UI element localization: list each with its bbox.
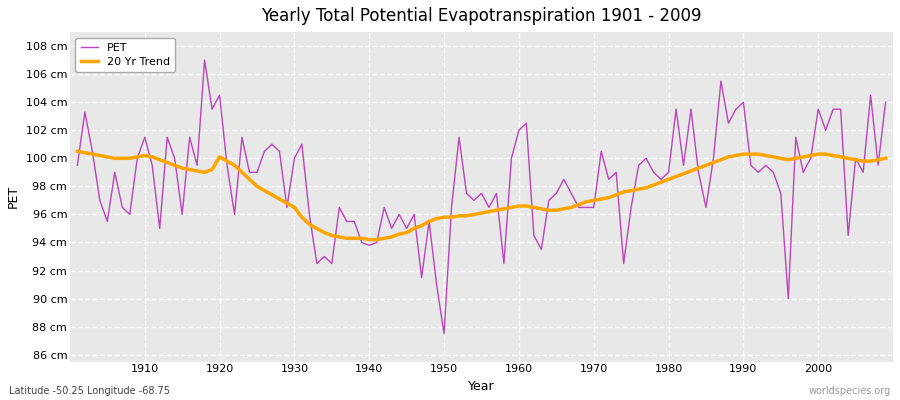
20 Yr Trend xyxy=(341,236,352,241)
20 Yr Trend xyxy=(296,215,307,220)
PET xyxy=(618,261,629,266)
20 Yr Trend xyxy=(132,154,143,159)
PET xyxy=(349,219,360,224)
20 Yr Trend xyxy=(880,156,891,161)
PET xyxy=(132,156,143,161)
20 Yr Trend xyxy=(611,192,622,197)
Text: worldspecies.org: worldspecies.org xyxy=(809,386,891,396)
20 Yr Trend xyxy=(72,149,83,154)
PET xyxy=(521,121,532,126)
20 Yr Trend xyxy=(514,204,525,208)
Title: Yearly Total Potential Evapotranspiration 1901 - 2009: Yearly Total Potential Evapotranspiratio… xyxy=(261,7,702,25)
Y-axis label: PET: PET xyxy=(7,185,20,208)
Text: Latitude -50.25 Longitude -68.75: Latitude -50.25 Longitude -68.75 xyxy=(9,386,170,396)
X-axis label: Year: Year xyxy=(468,380,495,393)
PET xyxy=(438,331,449,336)
PET xyxy=(72,163,83,168)
Line: 20 Yr Trend: 20 Yr Trend xyxy=(77,151,886,240)
PET xyxy=(199,58,210,62)
Line: PET: PET xyxy=(77,60,886,334)
Legend: PET, 20 Yr Trend: PET, 20 Yr Trend xyxy=(76,38,176,72)
PET xyxy=(528,233,539,238)
PET xyxy=(880,100,891,104)
20 Yr Trend xyxy=(364,237,374,242)
PET xyxy=(304,212,315,217)
20 Yr Trend xyxy=(521,204,532,208)
